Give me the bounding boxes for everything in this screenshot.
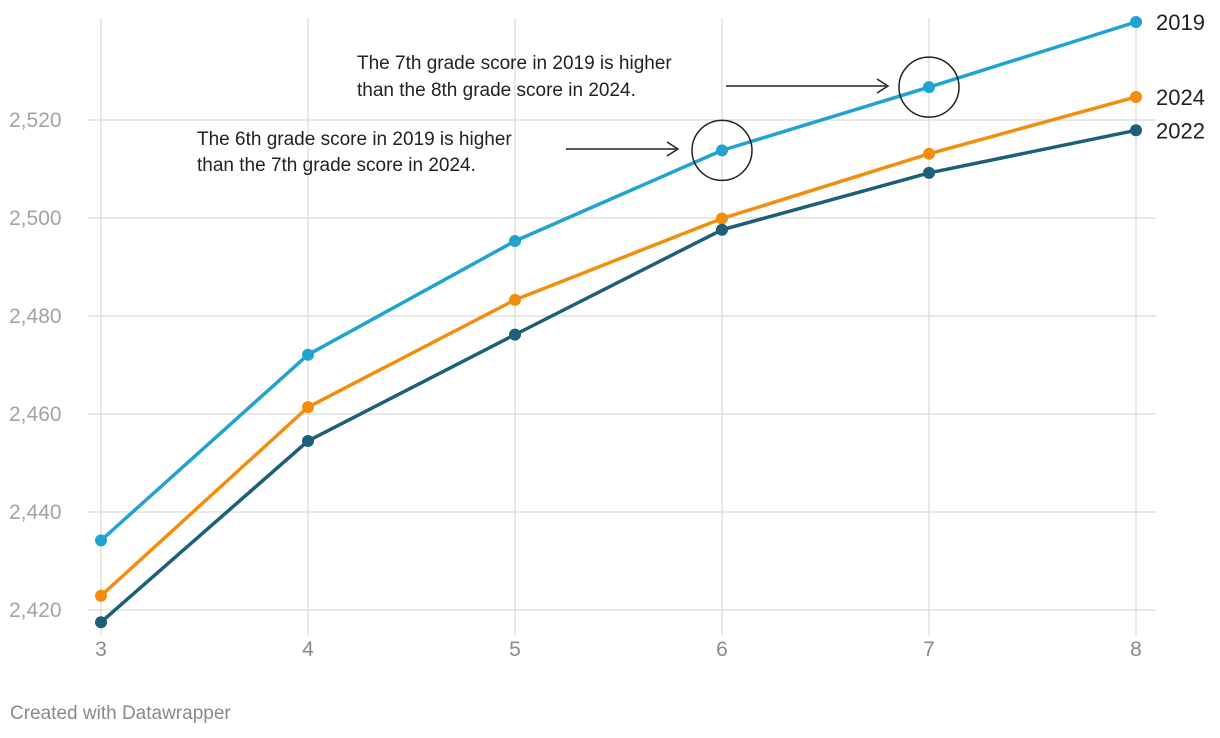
series-line-2019 (99, 20, 1137, 542)
annotation-7th-arrowhead (876, 78, 890, 94)
x-tick-label: 8 (1130, 638, 1142, 661)
series-2019: 2019 (95, 10, 1205, 547)
series-2024: 2024 (95, 85, 1205, 602)
annotation-6th-circle (691, 119, 753, 182)
data-point-2019 (302, 348, 314, 361)
data-point-2024 (1130, 90, 1142, 103)
data-point-2022 (716, 223, 728, 236)
x-tick-label: 7 (923, 638, 935, 661)
data-point-2022 (95, 616, 107, 629)
data-point-2024 (509, 293, 521, 306)
y-tick-label: 2,420 (9, 599, 62, 622)
data-point-2019 (923, 81, 935, 94)
credit-text: Created with Datawrapper (10, 703, 231, 724)
y-tick-label: 2,480 (9, 305, 62, 328)
data-point-2024 (302, 401, 314, 414)
x-axis-ticks: 3 4 5 6 7 8 (95, 638, 1142, 661)
data-point-2022 (1130, 124, 1142, 137)
data-point-2019 (509, 235, 521, 248)
annotation-7th-line-1: The 7th grade score in 2019 is higher (357, 53, 672, 74)
series-line-2024 (99, 95, 1137, 598)
series-line-2022 (99, 128, 1137, 624)
series-2022: 2022 (95, 118, 1205, 629)
series-label-2019: 2019 (1156, 10, 1205, 35)
y-tick-label: 2,520 (9, 109, 62, 132)
annotation-6th-arrowhead (666, 141, 680, 157)
y-axis-ticks: 2,420 2,440 2,460 2,480 2,500 2,520 (9, 109, 62, 622)
x-tick-label: 5 (509, 638, 521, 661)
y-tick-label: 2,500 (9, 207, 62, 230)
data-point-2022 (302, 434, 314, 447)
annotation-6th-line-2: than the 7th grade score in 2024. (197, 155, 476, 176)
gridlines (88, 18, 1156, 636)
data-point-2019 (95, 534, 107, 547)
x-tick-label: 3 (95, 638, 107, 661)
data-point-2024 (923, 147, 935, 160)
data-point-2019 (1130, 16, 1142, 28)
y-tick-label: 2,460 (9, 403, 62, 426)
series-label-2024: 2024 (1156, 85, 1205, 110)
data-point-2024 (95, 589, 107, 602)
series-label-2022: 2022 (1156, 118, 1205, 143)
data-point-2024 (716, 212, 728, 225)
data-point-2022 (509, 328, 521, 341)
x-tick-label: 4 (302, 638, 314, 661)
data-point-2022 (923, 166, 935, 179)
annotation-7th-circle (898, 56, 960, 118)
data-point-2019 (716, 144, 728, 157)
y-tick-label: 2,440 (9, 501, 62, 524)
annotation-6th-line-1: The 6th grade score in 2019 is higher (197, 129, 512, 150)
annotation-7th-line-2: than the 8th grade score in 2024. (357, 80, 636, 101)
annotations: The 7th grade score in 2019 is higher th… (197, 53, 960, 182)
series-group: 2019 2024 2022 (95, 10, 1205, 629)
x-tick-label: 6 (716, 638, 728, 661)
